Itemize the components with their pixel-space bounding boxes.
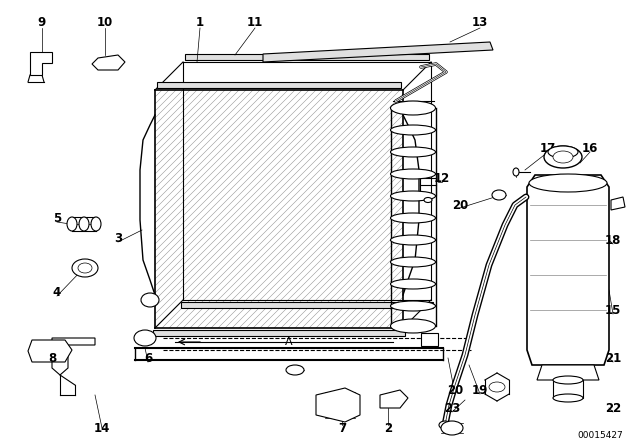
Text: 13: 13 xyxy=(472,16,488,29)
Text: 20: 20 xyxy=(447,383,463,396)
Ellipse shape xyxy=(390,257,435,267)
Text: 5: 5 xyxy=(53,211,61,224)
Ellipse shape xyxy=(548,146,578,158)
Text: 20: 20 xyxy=(452,198,468,211)
Ellipse shape xyxy=(67,217,77,231)
Ellipse shape xyxy=(529,174,607,192)
Text: 23: 23 xyxy=(444,401,460,414)
Polygon shape xyxy=(157,82,401,88)
Text: 1: 1 xyxy=(196,16,204,29)
Text: 9: 9 xyxy=(38,16,46,29)
Ellipse shape xyxy=(390,101,435,115)
Text: 11: 11 xyxy=(247,16,263,29)
Ellipse shape xyxy=(489,382,505,392)
Ellipse shape xyxy=(390,147,435,157)
Polygon shape xyxy=(30,52,52,75)
Text: 6: 6 xyxy=(144,352,152,365)
Text: 18: 18 xyxy=(605,233,621,246)
Polygon shape xyxy=(611,197,625,210)
Ellipse shape xyxy=(141,293,159,307)
Text: 10: 10 xyxy=(97,16,113,29)
Ellipse shape xyxy=(390,301,435,311)
Ellipse shape xyxy=(72,259,98,277)
Ellipse shape xyxy=(390,125,435,135)
Ellipse shape xyxy=(78,263,92,273)
Text: 4: 4 xyxy=(53,285,61,298)
Text: 14: 14 xyxy=(94,422,110,435)
Ellipse shape xyxy=(390,213,435,223)
Text: 8: 8 xyxy=(48,352,56,365)
Text: 00015427: 00015427 xyxy=(577,431,623,439)
Ellipse shape xyxy=(553,376,583,384)
Ellipse shape xyxy=(390,319,435,333)
Polygon shape xyxy=(52,338,95,375)
Polygon shape xyxy=(380,390,408,408)
Polygon shape xyxy=(421,333,438,346)
Polygon shape xyxy=(92,55,125,70)
Text: 7: 7 xyxy=(338,422,346,435)
Ellipse shape xyxy=(553,394,583,402)
Polygon shape xyxy=(181,302,433,308)
Ellipse shape xyxy=(390,169,435,179)
Text: 22: 22 xyxy=(605,401,621,414)
Text: 2: 2 xyxy=(384,422,392,435)
Text: 21: 21 xyxy=(605,352,621,365)
Ellipse shape xyxy=(513,168,519,176)
Ellipse shape xyxy=(424,198,432,202)
Ellipse shape xyxy=(91,217,101,231)
Ellipse shape xyxy=(439,421,451,429)
Text: 12: 12 xyxy=(434,172,450,185)
Polygon shape xyxy=(537,365,599,380)
Text: 16: 16 xyxy=(582,142,598,155)
Bar xyxy=(553,380,583,398)
Ellipse shape xyxy=(134,330,156,346)
Polygon shape xyxy=(527,175,609,365)
Ellipse shape xyxy=(390,279,435,289)
Ellipse shape xyxy=(390,191,435,201)
Ellipse shape xyxy=(441,421,463,435)
Text: 3: 3 xyxy=(114,232,122,245)
Polygon shape xyxy=(153,330,405,336)
Ellipse shape xyxy=(79,217,89,231)
Text: 15: 15 xyxy=(605,303,621,316)
Ellipse shape xyxy=(544,146,582,168)
Polygon shape xyxy=(263,42,493,62)
Ellipse shape xyxy=(286,365,304,375)
Polygon shape xyxy=(28,340,72,362)
Text: A: A xyxy=(285,337,293,347)
Text: 19: 19 xyxy=(472,383,488,396)
Text: 17: 17 xyxy=(540,142,556,155)
Polygon shape xyxy=(185,54,429,60)
Polygon shape xyxy=(316,388,360,422)
Ellipse shape xyxy=(553,151,573,163)
Ellipse shape xyxy=(390,235,435,245)
Ellipse shape xyxy=(492,190,506,200)
